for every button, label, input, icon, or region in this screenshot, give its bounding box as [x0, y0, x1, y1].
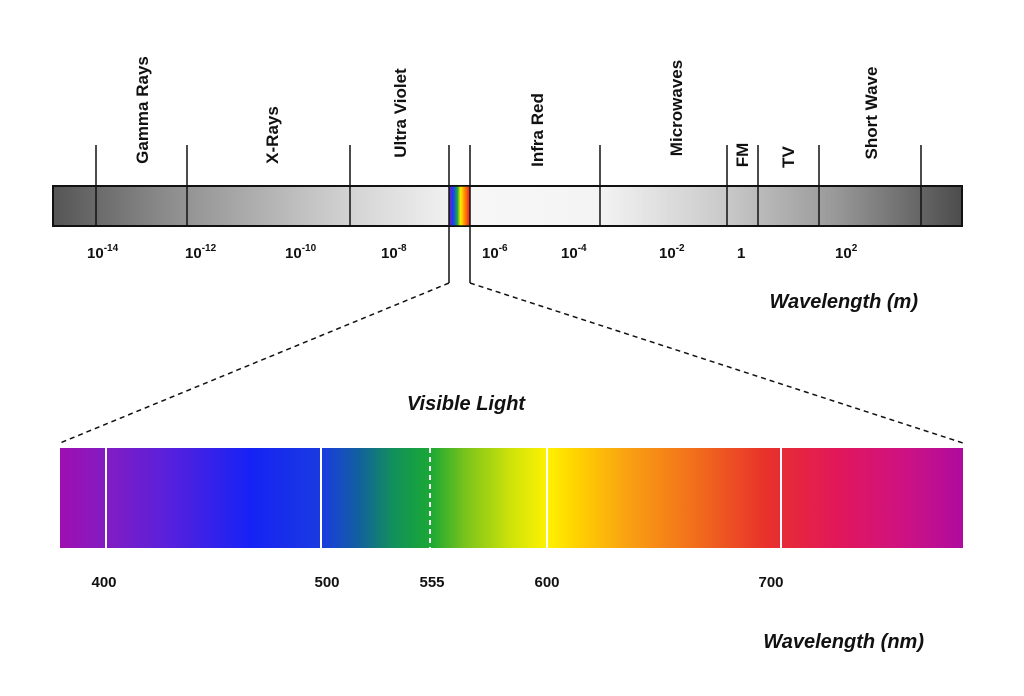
tick-label-one: 1 — [737, 245, 745, 262]
band-label-xray: X-Rays — [263, 106, 282, 164]
zoom-line-left — [59, 282, 450, 444]
zoom-lines — [59, 282, 964, 444]
nm-tick-400: 400 — [91, 574, 116, 591]
tick-label-e-6: 10-6 — [482, 243, 508, 262]
band-label-tv: TV — [779, 145, 798, 167]
band-label-ir: Infra Red — [528, 93, 547, 167]
axis-title-nm: Wavelength (nm) — [763, 631, 924, 653]
tick-label-e-4: 10-4 — [561, 243, 587, 262]
band-label-uv: Ultra Violet — [391, 68, 410, 158]
visible-mini-strip — [448, 185, 471, 227]
tick-label-e-14: 10-14 — [87, 243, 119, 262]
axis-title-meters: Wavelength (m) — [769, 291, 918, 313]
visible-bracket — [448, 226, 471, 283]
tick-label-e-8: 10-8 — [381, 243, 407, 262]
tick-label-e-12: 10-12 — [185, 243, 217, 262]
nm-tick-500: 500 — [314, 574, 339, 591]
nm-tick-700: 700 — [758, 574, 783, 591]
band-label-microwaves: Microwaves — [667, 60, 686, 156]
nm-tick-600: 600 — [534, 574, 559, 591]
visible-spectrum-bar — [60, 448, 963, 548]
band-label-gamma: Gamma Rays — [133, 56, 152, 164]
visible-light-title: Visible Light — [407, 393, 526, 415]
band-label-shortwave: Short Wave — [862, 67, 881, 160]
band-label-fm: FM — [733, 143, 752, 168]
tick-label-e-10: 10-10 — [285, 243, 317, 262]
tick-label-e2: 102 — [835, 243, 858, 262]
nm-tick-555: 555 — [419, 574, 444, 591]
band-dividers — [95, 145, 922, 226]
visible-dividers — [105, 448, 782, 548]
spectrum-bar — [52, 185, 963, 227]
tick-label-e-2: 10-2 — [659, 243, 685, 262]
